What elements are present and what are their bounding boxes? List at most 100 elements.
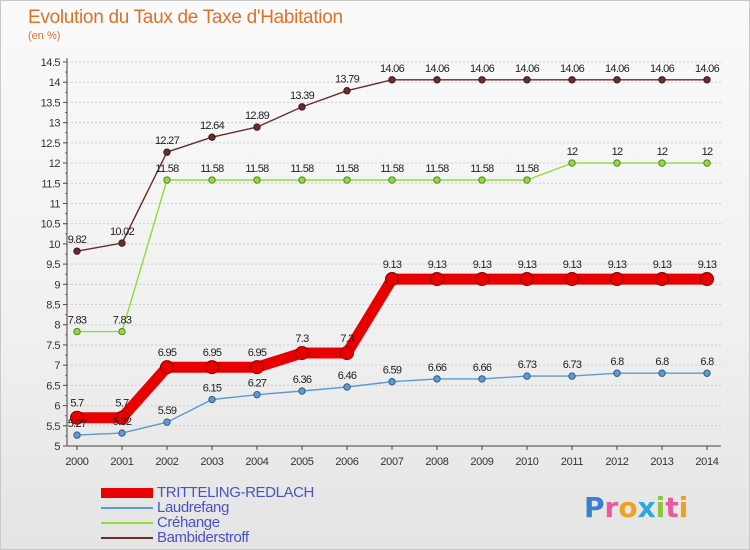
chart-subtitle: (en %) (28, 30, 61, 42)
logo-letter: o (618, 491, 638, 524)
data-point (343, 86, 351, 95)
legend-label: Bambiderstroff (157, 529, 249, 546)
y-tick-label: 12.5 (41, 138, 61, 150)
data-label: 11.58 (335, 163, 359, 175)
data-label: 6.8 (610, 356, 624, 368)
data-label: 11.58 (380, 163, 404, 175)
data-point (388, 378, 396, 386)
data-point (253, 176, 261, 184)
data-point (700, 272, 714, 287)
data-point (610, 272, 624, 287)
x-tick-label: 2002 (155, 456, 178, 468)
data-point (385, 272, 399, 287)
legend-swatch (101, 507, 153, 509)
legend-swatch (101, 537, 153, 539)
y-tick-label: 12 (49, 158, 61, 170)
logo-letter: r (604, 491, 619, 524)
legend-swatch (101, 522, 153, 524)
data-point (703, 76, 711, 84)
data-label: 6.8 (700, 356, 714, 368)
data-point (343, 176, 351, 184)
x-tick-label: 2006 (335, 456, 358, 468)
y-tick-label: 10.5 (41, 219, 61, 231)
data-point (340, 346, 354, 361)
data-point (478, 76, 486, 84)
data-label: 11.58 (425, 163, 449, 175)
data-label: 6.66 (428, 362, 447, 374)
data-label: 11.58 (200, 163, 224, 175)
x-tick-label: 2001 (110, 456, 133, 468)
data-point (520, 272, 534, 287)
legend-label: TRITTELING-REDLACH (157, 484, 314, 501)
data-point (475, 272, 489, 287)
data-label: 6.73 (563, 359, 582, 371)
data-point (613, 369, 621, 377)
data-label: 12.89 (245, 110, 270, 122)
x-tick-label: 2003 (200, 456, 223, 468)
data-point (658, 369, 666, 377)
y-tick-label: 6 (54, 401, 60, 413)
x-tick-label: 2012 (605, 456, 628, 468)
data-label: 14.06 (605, 63, 630, 75)
data-label: 12.64 (200, 120, 225, 132)
data-label: 9.13 (653, 259, 672, 271)
logo-letter: x (637, 491, 656, 524)
data-label: 12 (567, 146, 578, 158)
data-label: 9.82 (68, 234, 87, 246)
data-label: 12 (702, 146, 713, 158)
data-point (433, 375, 441, 383)
data-point (568, 372, 576, 380)
data-label: 5.59 (158, 405, 177, 417)
data-label: 14.06 (425, 63, 450, 75)
data-label: 11.58 (155, 163, 179, 175)
y-tick-label: 9 (54, 279, 60, 291)
data-point (73, 327, 81, 336)
data-label: 6.8 (655, 356, 669, 368)
data-label: 7.83 (113, 315, 132, 327)
data-point (523, 176, 531, 184)
logo-letter: i (655, 491, 666, 524)
x-tick-label: 2004 (245, 456, 268, 468)
data-label: 6.73 (518, 359, 537, 371)
x-tick-label: 2007 (380, 456, 403, 468)
data-point (208, 133, 216, 141)
data-point (478, 176, 486, 184)
data-point (118, 327, 126, 336)
y-tick-label: 10 (49, 239, 61, 251)
logo-letter: t (665, 491, 679, 524)
data-label: 14.06 (695, 63, 720, 75)
x-tick-label: 2010 (515, 456, 538, 468)
data-point (208, 176, 216, 184)
y-tick-label: 8 (54, 320, 60, 332)
x-tick-label: 2009 (470, 456, 493, 468)
y-tick-label: 13 (49, 118, 61, 130)
data-label: 5.32 (113, 416, 132, 428)
data-point (430, 272, 444, 287)
y-tick-label: 11 (50, 198, 61, 210)
data-label: 6.95 (248, 347, 267, 359)
data-label: 6.46 (338, 370, 357, 382)
data-label: 14.06 (470, 63, 495, 75)
data-point (298, 387, 306, 395)
data-point (115, 410, 129, 425)
y-tick-label: 13.5 (41, 97, 61, 109)
legend-label: Créhange (157, 514, 220, 531)
y-tick-label: 7.5 (46, 340, 60, 352)
y-tick-label: 8.5 (46, 300, 60, 312)
data-label: 6.36 (293, 374, 312, 386)
data-point (568, 76, 576, 84)
data-point (73, 431, 81, 439)
data-label: 12 (612, 146, 623, 158)
data-label: 9.13 (608, 259, 627, 271)
logo-letter: i (678, 491, 689, 524)
data-point (433, 176, 441, 184)
x-tick-label: 2011 (561, 456, 584, 468)
series-line (77, 162, 707, 333)
data-label: 14.06 (380, 63, 405, 75)
data-label: 6.95 (203, 347, 222, 359)
data-label: 6.66 (473, 362, 492, 374)
data-point (388, 76, 396, 84)
chart-title: Evolution du Taux de Taxe d'Habitation (28, 7, 343, 28)
y-tick-label: 6.5 (46, 380, 60, 392)
data-point (478, 375, 486, 383)
